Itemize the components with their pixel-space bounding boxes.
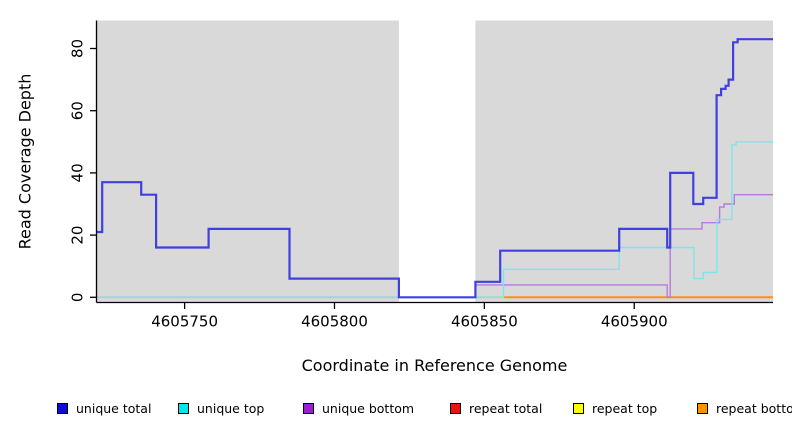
x-tick-label: 4605850 <box>451 313 518 331</box>
legend: unique total unique top unique bottom repea… <box>0 398 792 420</box>
y-tick-label: 80 <box>69 39 87 58</box>
legend-item-unique-total: unique total <box>57 398 151 418</box>
legend-item-repeat-bottom: repeat bottom <box>697 398 792 418</box>
x-tick-label: 4605750 <box>151 313 218 331</box>
legend-item-repeat-total: repeat total <box>450 398 542 418</box>
legend-label: unique bottom <box>322 400 415 416</box>
legend-swatch-repeat-bottom <box>697 402 708 414</box>
y-tick-label: 0 <box>69 293 87 303</box>
series-line-unique-bottom <box>96 194 773 298</box>
x-tick-label: 4605900 <box>601 313 668 331</box>
y-tick-label: 60 <box>69 101 87 120</box>
series-line-unique-top <box>96 141 773 298</box>
legend-label: unique total <box>76 400 152 416</box>
y-tick-label: 40 <box>69 163 87 182</box>
x-tick-label: 4605800 <box>301 313 368 331</box>
legend-label: unique top <box>197 400 265 416</box>
legend-item-unique-bottom: unique bottom <box>303 398 414 418</box>
legend-swatch-unique-total <box>57 402 68 414</box>
y-tick-label: 20 <box>69 226 87 245</box>
legend-swatch-unique-top <box>178 402 189 414</box>
legend-label: repeat top <box>592 400 658 416</box>
legend-swatch-unique-bottom <box>303 402 314 414</box>
legend-label: repeat total <box>469 400 543 416</box>
legend-item-repeat-top: repeat top <box>573 398 657 418</box>
series-lines-layer <box>96 38 773 299</box>
legend-swatch-repeat-top <box>573 402 584 414</box>
plot-background-layer <box>96 20 773 303</box>
legend-item-unique-top: unique top <box>178 398 264 418</box>
x-axis-title: Coordinate in Reference Genome <box>301 356 568 375</box>
axes-layer: 4605750 4605800 4605850 4605900 0 20 40 60 80 <box>69 20 773 331</box>
series-line-unique-total <box>96 38 773 299</box>
no-data-gap-region <box>398 20 476 303</box>
legend-label: repeat bottom <box>716 400 792 416</box>
legend-swatch-repeat-total <box>450 402 461 414</box>
y-axis-title: Read Coverage Depth <box>15 73 35 250</box>
coverage-plot-canvas: 4605750 4605800 4605850 4605900 0 20 40 60 80 <box>69 20 773 331</box>
